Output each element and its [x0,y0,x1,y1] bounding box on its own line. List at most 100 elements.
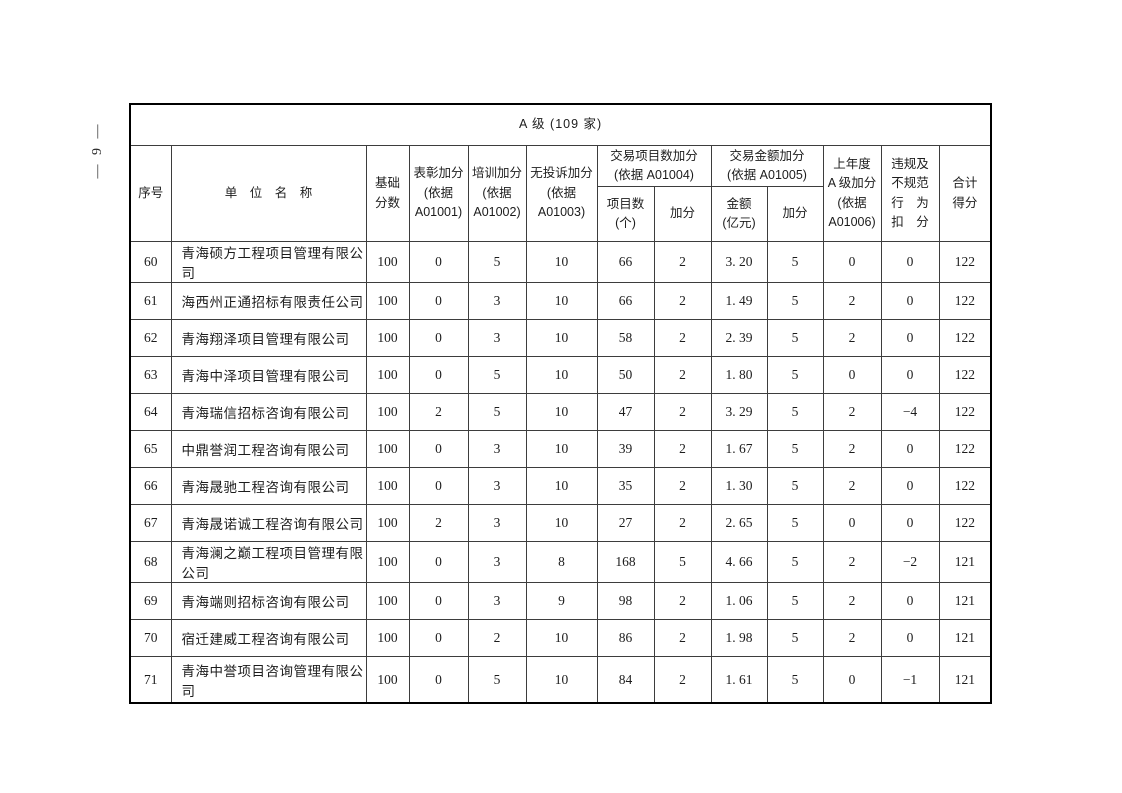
cell-amount: 2. 39 [710,319,768,357]
cell-commend-bonus: 2 [408,393,469,431]
cell-base-score: 100 [365,430,410,468]
cell-amount: 3. 20 [710,241,768,283]
col-header-seq: 序号 [129,145,172,242]
cell-amount: 1. 67 [710,430,768,468]
cell-amount-bonus: 5 [766,541,824,583]
cell-base-score: 100 [365,356,410,394]
cell-unit-name: 青海中泽项目管理有限公司 [170,356,367,394]
cell-project-bonus: 5 [653,541,712,583]
cell-total-score: 122 [938,467,992,505]
col-header-last-year-a-bonus: 上年度 A 级加分 (依据 A01006) [822,145,882,242]
cell-project-count: 39 [596,430,655,468]
cell-project-bonus: 2 [653,656,712,704]
cell-last-year-a-bonus: 0 [822,656,882,704]
cell-seq: 66 [129,467,172,505]
cell-seq: 63 [129,356,172,394]
cell-commend-bonus: 0 [408,319,469,357]
cell-amount: 1. 80 [710,356,768,394]
col-header-base-score: 基础 分数 [365,145,410,242]
cell-base-score: 100 [365,541,410,583]
cell-total-score: 122 [938,356,992,394]
cell-seq: 71 [129,656,172,704]
cell-commend-bonus: 0 [408,582,469,620]
cell-base-score: 100 [365,619,410,657]
cell-total-score: 122 [938,241,992,283]
cell-last-year-a-bonus: 2 [822,467,882,505]
cell-base-score: 100 [365,319,410,357]
cell-unit-name: 海西州正通招标有限责任公司 [170,282,367,320]
cell-amount: 1. 49 [710,282,768,320]
cell-last-year-a-bonus: 0 [822,241,882,283]
cell-amount-bonus: 5 [766,582,824,620]
cell-violation-deduction: 0 [880,582,940,620]
cell-amount-bonus: 5 [766,241,824,283]
cell-unit-name: 宿迁建威工程咨询有限公司 [170,619,367,657]
rating-score-table: A 级 (109 家) 序号 单 位 名 称 基础 分数 表彰加分 (依据 A0… [129,103,993,704]
cell-unit-name: 中鼎誉润工程咨询有限公司 [170,430,367,468]
cell-violation-deduction: 0 [880,467,940,505]
cell-training-bonus: 3 [467,282,527,320]
cell-project-count: 168 [596,541,655,583]
cell-seq: 67 [129,504,172,542]
cell-amount-bonus: 5 [766,319,824,357]
col-header-no-complaint-bonus: 无投诉加分 (依据 A01003) [525,145,598,242]
cell-total-score: 121 [938,582,992,620]
cell-violation-deduction: 0 [880,430,940,468]
cell-training-bonus: 3 [467,541,527,583]
table-body: 60 青海硕方工程项目管理有限公司 100 0 5 10 66 2 3. 20 … [129,241,992,704]
cell-project-count: 47 [596,393,655,431]
cell-base-score: 100 [365,582,410,620]
cell-unit-name: 青海瑞信招标咨询有限公司 [170,393,367,431]
cell-commend-bonus: 0 [408,619,469,657]
cell-project-bonus: 2 [653,319,712,357]
table-row: 71 青海中誉项目咨询管理有限公司 100 0 5 10 84 2 1. 61 … [129,656,992,704]
cell-amount: 4. 66 [710,541,768,583]
cell-base-score: 100 [365,393,410,431]
cell-amount-bonus: 5 [766,656,824,704]
cell-training-bonus: 5 [467,356,527,394]
col-header-project-count: 项目数 (个) [596,186,655,242]
cell-amount-bonus: 5 [766,619,824,657]
cell-unit-name: 青海硕方工程项目管理有限公司 [170,241,367,283]
cell-project-bonus: 2 [653,356,712,394]
cell-last-year-a-bonus: 0 [822,356,882,394]
cell-amount: 1. 30 [710,467,768,505]
cell-base-score: 100 [365,282,410,320]
col-header-violation-deduction: 违规及 不规范 行 为 扣 分 [880,145,940,242]
cell-unit-name: 青海澜之巅工程项目管理有限公司 [170,541,367,583]
cell-seq: 68 [129,541,172,583]
cell-violation-deduction: 0 [880,319,940,357]
cell-commend-bonus: 0 [408,467,469,505]
cell-training-bonus: 3 [467,430,527,468]
cell-last-year-a-bonus: 2 [822,582,882,620]
cell-unit-name: 青海端则招标咨询有限公司 [170,582,367,620]
table-row: 65 中鼎誉润工程咨询有限公司 100 0 3 10 39 2 1. 67 5 … [129,430,992,468]
cell-project-count: 84 [596,656,655,704]
cell-last-year-a-bonus: 2 [822,430,882,468]
cell-project-count: 27 [596,504,655,542]
col-header-amount-group: 交易金额加分 (依据 A01005) [710,145,824,187]
col-header-amount-bonus: 加分 [766,186,824,242]
cell-total-score: 122 [938,319,992,357]
cell-project-bonus: 2 [653,282,712,320]
table-row: 70 宿迁建威工程咨询有限公司 100 0 2 10 86 2 1. 98 5 … [129,619,992,657]
cell-no-complaint-bonus: 10 [525,356,598,394]
cell-project-count: 35 [596,467,655,505]
cell-total-score: 122 [938,393,992,431]
cell-total-score: 121 [938,619,992,657]
cell-total-score: 121 [938,541,992,583]
cell-unit-name: 青海翔泽项目管理有限公司 [170,319,367,357]
cell-no-complaint-bonus: 10 [525,619,598,657]
cell-commend-bonus: 0 [408,430,469,468]
cell-no-complaint-bonus: 10 [525,319,598,357]
cell-project-bonus: 2 [653,467,712,505]
cell-project-bonus: 2 [653,430,712,468]
table-row: 64 青海瑞信招标咨询有限公司 100 2 5 10 47 2 3. 29 5 … [129,393,992,431]
cell-project-count: 66 [596,282,655,320]
cell-project-count: 66 [596,241,655,283]
cell-total-score: 122 [938,282,992,320]
cell-training-bonus: 3 [467,319,527,357]
page-number: — 9 — [90,121,105,179]
cell-seq: 64 [129,393,172,431]
table-row: 69 青海端则招标咨询有限公司 100 0 3 9 98 2 1. 06 5 2… [129,582,992,620]
